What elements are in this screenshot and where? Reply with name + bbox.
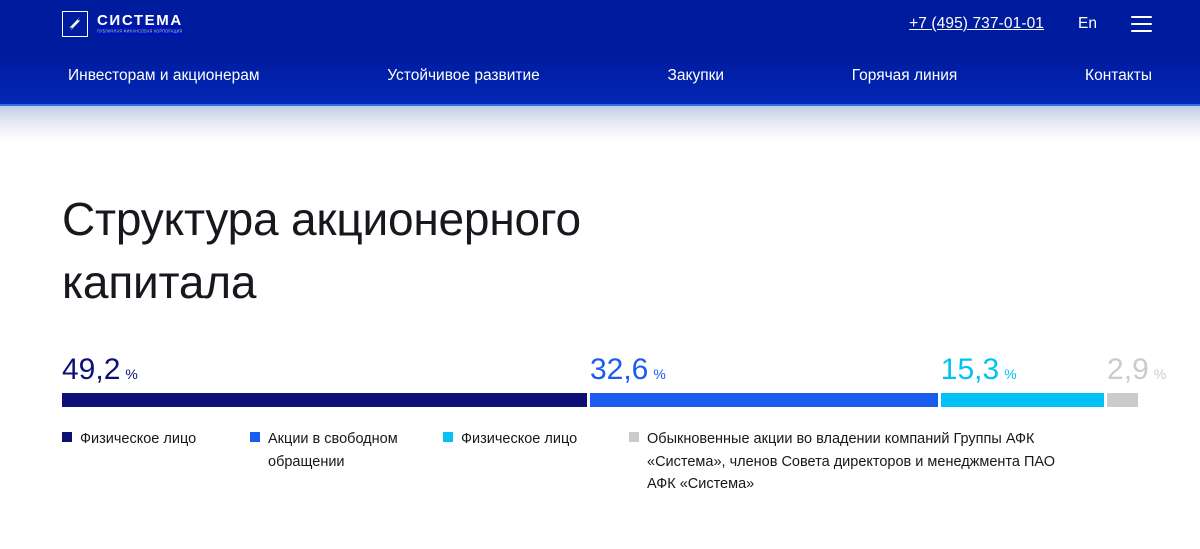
language-switcher[interactable]: En xyxy=(1078,15,1097,32)
header-bottom-edge xyxy=(0,104,1200,106)
nav-item-procurement[interactable]: Закупки xyxy=(667,67,725,84)
value-unit-2: % xyxy=(653,366,666,383)
value-label-1: 49,2% xyxy=(62,355,138,385)
legend-item-1[interactable]: Физическое лицо xyxy=(62,428,242,450)
nav-item-hotline[interactable]: Горячая линия xyxy=(851,67,958,84)
bar-segment-3[interactable] xyxy=(940,393,1105,408)
value-number-4: 2,9 xyxy=(1107,353,1149,387)
bar-segment-4[interactable] xyxy=(1107,393,1138,408)
logo-subtitle: ПУБЛИЧНАЯ ФИНАНСОВАЯ КОРПОРАЦИЯ xyxy=(97,29,183,34)
nav-item-contacts[interactable]: Контакты xyxy=(1085,67,1152,84)
main-content: Структура акционерного капитала 49,2% 32,… xyxy=(0,188,1200,508)
logo-name: СИСТЕМА xyxy=(97,12,183,29)
nav-item-sustainability[interactable]: Устойчивое развитие xyxy=(387,67,540,84)
nav-item-investors[interactable]: Инвесторам и акционерам xyxy=(68,67,260,84)
site-logo[interactable]: СИСТЕМА ПУБЛИЧНАЯ ФИНАНСОВАЯ КОРПОРАЦИЯ xyxy=(62,11,183,37)
page-title: Структура акционерного капитала xyxy=(62,193,581,308)
value-number-2: 32,6 xyxy=(589,353,649,387)
value-label-3: 15,3% xyxy=(941,355,1017,385)
shareholder-structure-chart: 49,2% 32,6% 15,3% 2,9% Физическое лицо Акции… xyxy=(62,347,1166,508)
legend-label-4: Обыкновенные акции во владении компаний … xyxy=(647,431,1056,493)
value-number-3: 15,3 xyxy=(940,353,1000,387)
primary-navigation: Инвесторам и акционерам Устойчивое разви… xyxy=(0,48,1200,104)
value-unit-3: % xyxy=(1004,366,1017,383)
value-label-2: 32,6% xyxy=(590,355,666,385)
legend-label-3: Физическое лицо xyxy=(461,431,578,448)
hamburger-line-2 xyxy=(1131,23,1152,25)
value-unit-4: % xyxy=(1153,366,1167,383)
legend-item-4[interactable]: Обыкновенные акции во владении компаний … xyxy=(629,428,1059,495)
legend-swatch-2 xyxy=(250,432,260,443)
bar-segment-1[interactable] xyxy=(62,393,587,408)
header-top-bar: СИСТЕМА ПУБЛИЧНАЯ ФИНАНСОВАЯ КОРПОРАЦИЯ … xyxy=(0,0,1200,48)
hamburger-line-3 xyxy=(1131,30,1152,32)
legend-label-2: Акции в свободном обращении xyxy=(268,431,398,470)
value-label-4: 2,9% xyxy=(1107,355,1166,385)
bar-segment-2[interactable] xyxy=(589,393,938,408)
site-header: СИСТЕМА ПУБЛИЧНАЯ ФИНАНСОВАЯ КОРПОРАЦИЯ … xyxy=(0,0,1200,104)
legend-swatch-4 xyxy=(629,432,639,443)
hamburger-line-1 xyxy=(1131,16,1152,18)
legend-swatch-1 xyxy=(62,432,72,443)
legend-item-3[interactable]: Физическое лицо xyxy=(443,428,623,450)
logo-text-block: СИСТЕМА ПУБЛИЧНАЯ ФИНАНСОВАЯ КОРПОРАЦИЯ xyxy=(97,13,183,35)
legend-swatch-3 xyxy=(443,432,453,443)
chart-value-labels: 49,2% 32,6% 15,3% 2,9% xyxy=(62,347,1166,385)
legend-item-2[interactable]: Акции в свободном обращении xyxy=(250,428,435,473)
value-number-1: 49,2 xyxy=(62,353,121,387)
sistema-logo-icon xyxy=(62,11,88,37)
header-gradient-fade xyxy=(0,106,1200,140)
hamburger-menu-icon[interactable] xyxy=(1131,16,1152,32)
legend-label-1: Физическое лицо xyxy=(80,431,197,448)
stacked-bar xyxy=(62,393,1138,408)
phone-link[interactable]: +7 (495) 737-01-01 xyxy=(909,15,1045,32)
value-unit-1: % xyxy=(125,366,138,383)
chart-legend: Физическое лицо Акции в свободном обращен… xyxy=(62,428,1138,508)
header-actions: +7 (495) 737-01-01 En xyxy=(909,15,1152,33)
